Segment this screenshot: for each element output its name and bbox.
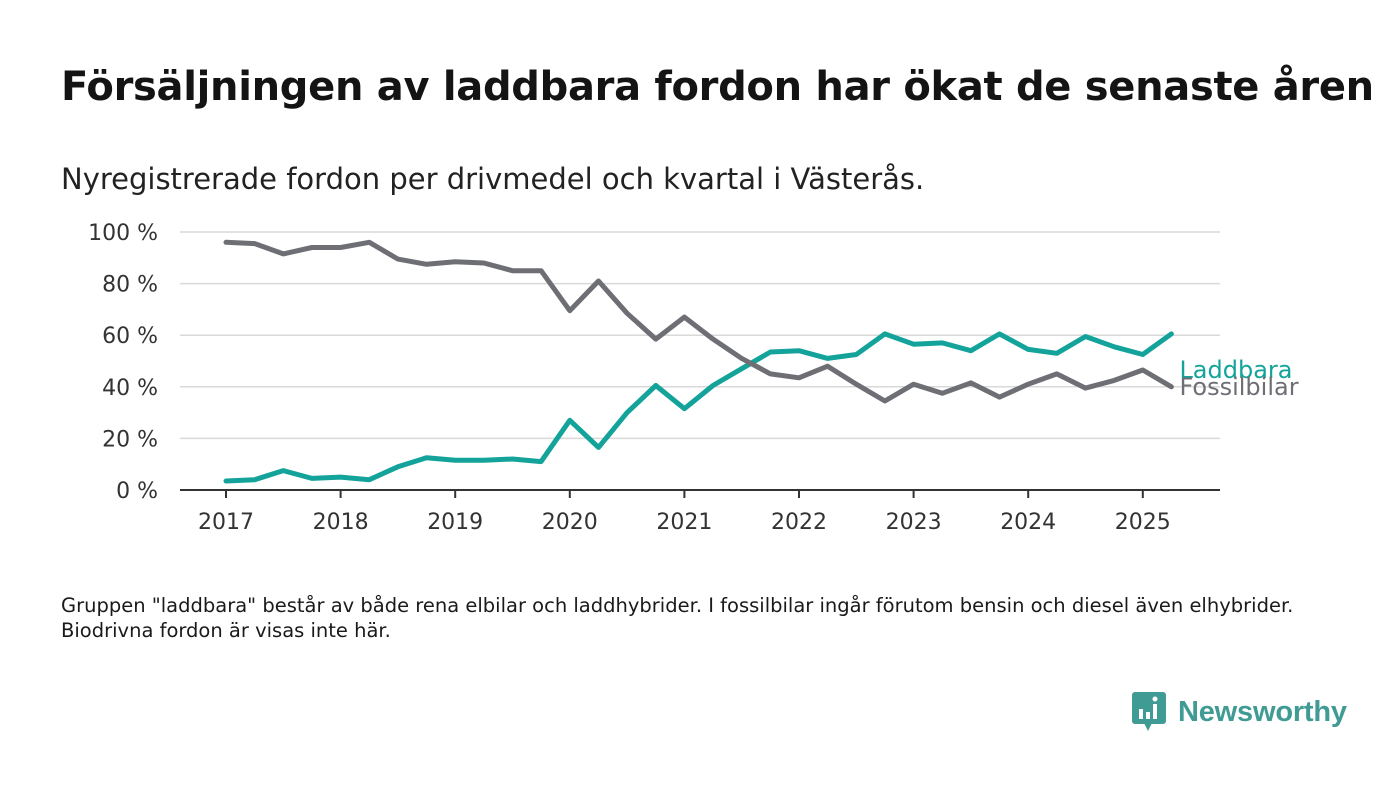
y-tick-label: 0 % — [116, 479, 158, 504]
brand-logo[interactable]: Newsworthy — [1132, 690, 1347, 734]
y-tick-label: 60 % — [102, 324, 158, 349]
y-tick-label: 20 % — [102, 427, 158, 452]
y-tick-label: 40 % — [102, 376, 158, 401]
gridlines — [180, 231, 1220, 440]
x-axis: 2017 2018 2019 2020 2021 2022 2023 2024 2025 — [180, 489, 1220, 535]
x-tick-label: 2025 — [1115, 510, 1171, 535]
chart-title: Försäljningen av laddbara fordon har öka… — [61, 64, 1374, 110]
x-tick-label: 2023 — [886, 510, 942, 535]
y-axis-tick-labels: 0 % 20 % 40 % 60 % 80 % 100 % — [88, 221, 158, 504]
x-tick-label: 2018 — [313, 510, 369, 535]
footnote: Gruppen "laddbara" består av både rena e… — [61, 594, 1294, 642]
brand-name: Newsworthy — [1178, 695, 1347, 728]
y-tick-label: 100 % — [88, 221, 158, 246]
x-tick-label: 2019 — [427, 510, 483, 535]
series-line-fossilbilar — [223, 239, 1174, 404]
series-line-laddbara — [223, 331, 1174, 484]
series-label-fossilbilar: Fossilbilar — [1179, 373, 1298, 401]
x-tick-label: 2020 — [542, 510, 598, 535]
x-tick-label: 2022 — [771, 510, 827, 535]
chart-subtitle: Nyregistrerade fordon per drivmedel och … — [61, 162, 925, 196]
y-tick-label: 80 % — [102, 273, 158, 298]
newsworthy-logo-icon — [1132, 692, 1166, 731]
series-label-laddbara: Laddbara — [1179, 356, 1292, 384]
x-tick-label: 2024 — [1000, 510, 1056, 535]
x-tick-label: 2017 — [198, 510, 254, 535]
x-tick-label: 2021 — [656, 510, 712, 535]
series-lines — [223, 239, 1174, 484]
line-chart: 0 % 20 % 40 % 60 % 80 % 100 % 2017 2018 2019 202… — [88, 221, 1299, 535]
